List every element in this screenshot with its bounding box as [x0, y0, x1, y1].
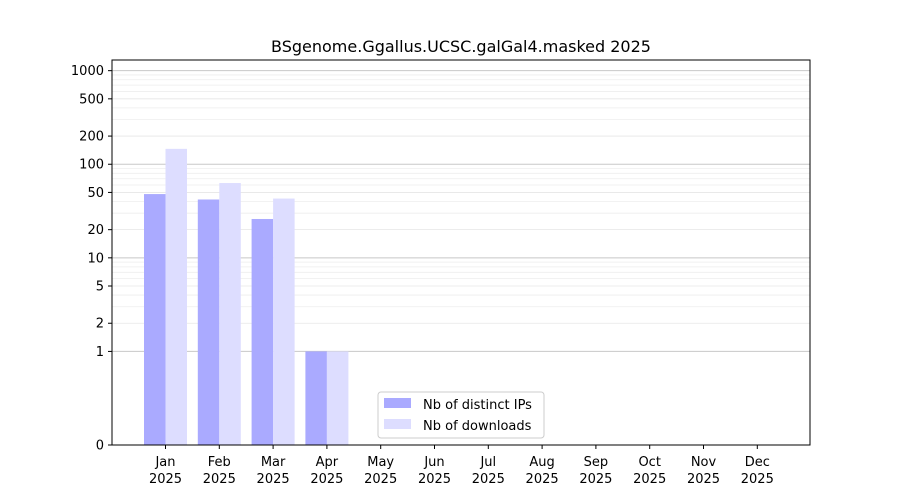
y-tick-label: 5	[96, 280, 104, 295]
bar-downloads	[165, 148, 187, 445]
bar-distinct-ips	[197, 199, 220, 445]
x-tick-label-month: Dec	[745, 455, 770, 470]
x-tick-label-month: Feb	[208, 455, 231, 470]
x-tick-label-month: Jul	[479, 455, 496, 470]
legend: Nb of distinct IPs Nb of downloads	[377, 391, 545, 439]
x-tick-label-year: 2025	[579, 472, 612, 487]
x-tick-label-month: Jan	[154, 455, 175, 470]
x-tick-label-month: Jun	[423, 455, 444, 470]
bar-layer	[144, 148, 349, 446]
plot-frame	[111, 59, 811, 446]
x-tick-label-year: 2025	[526, 472, 559, 487]
legend-swatch-downloads	[384, 419, 411, 429]
legend-swatch-distinct-ips	[384, 398, 411, 408]
chart-title: BSgenome.Ggallus.UCSC.galGal4.masked 202…	[271, 37, 651, 56]
bar-distinct-ips	[144, 194, 166, 445]
x-tick-label-year: 2025	[310, 472, 343, 487]
x-tick-label-year: 2025	[472, 472, 505, 487]
y-tick-label: 50	[87, 186, 104, 201]
bar-downloads	[219, 183, 241, 446]
x-tick-label-year: 2025	[257, 472, 290, 487]
y-tick-label: 100	[79, 158, 104, 173]
bar-distinct-ips	[305, 351, 327, 445]
y-axis: 0 1 2 5 10 20 50 100 200 500 1000	[71, 64, 112, 454]
x-tick-label-year: 2025	[203, 472, 236, 487]
y-tick-label: 0	[96, 439, 104, 454]
bar-downloads	[273, 198, 295, 445]
legend-label-downloads: Nb of downloads	[423, 419, 532, 434]
x-tick-label-month: May	[367, 455, 394, 470]
bar-downloads	[326, 351, 349, 445]
x-tick-label-month: Aug	[529, 455, 554, 470]
x-tick-label-year: 2025	[418, 472, 451, 487]
x-tick-label-year: 2025	[149, 472, 182, 487]
bar-distinct-ips	[251, 218, 274, 445]
x-tick-label-month: Mar	[261, 455, 286, 470]
legend-box	[377, 391, 545, 439]
y-tick-label: 1	[96, 345, 104, 360]
x-axis: Jan 2025 Feb 2025 Mar 2025 Apr 2025 May 2025 Jun 20…	[149, 445, 774, 487]
legend-label-distinct-ips: Nb of distinct IPs	[423, 398, 532, 413]
x-tick-label-year: 2025	[687, 472, 720, 487]
x-tick-label-month: Apr	[316, 455, 339, 470]
y-tick-label: 10	[87, 251, 104, 266]
x-tick-label-year: 2025	[633, 472, 666, 487]
x-tick-label-month: Nov	[691, 455, 717, 470]
x-tick-label-year: 2025	[364, 472, 397, 487]
x-tick-label-month: Oct	[638, 455, 660, 470]
y-tick-label: 20	[87, 223, 104, 238]
y-tick-label: 2	[96, 317, 104, 332]
y-tick-label: 200	[79, 130, 104, 145]
x-tick-label-month: Sep	[584, 455, 609, 470]
x-tick-label-year: 2025	[741, 472, 774, 487]
y-tick-label: 500	[79, 92, 104, 107]
y-tick-label: 1000	[71, 64, 104, 79]
